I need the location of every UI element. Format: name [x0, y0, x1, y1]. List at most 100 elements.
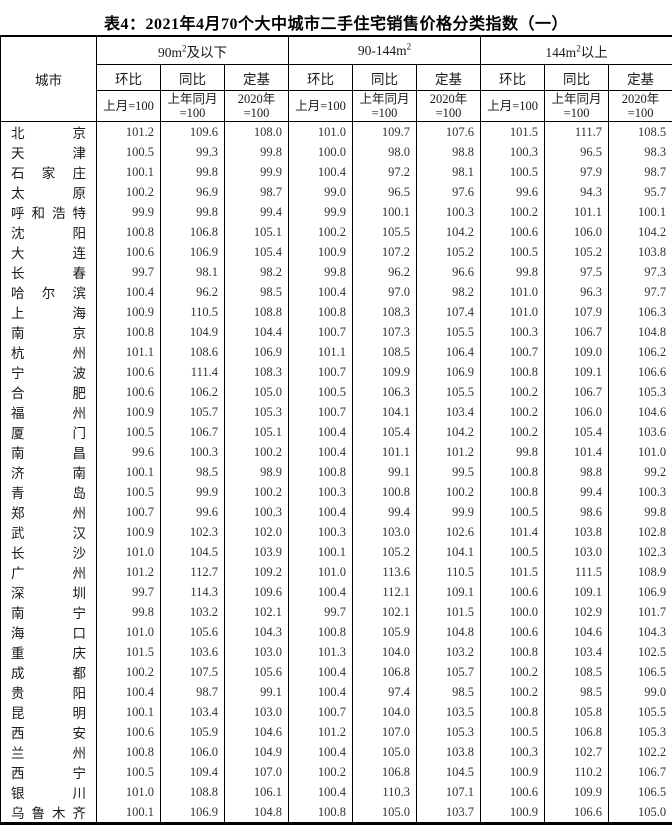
index-value: 105.2: [545, 242, 609, 262]
index-value: 103.4: [545, 642, 609, 662]
city-name: 宁波: [1, 362, 97, 382]
city-name: 银川: [1, 782, 97, 802]
index-value: 106.0: [161, 742, 225, 762]
group-label-text: 90m: [158, 45, 182, 60]
index-value: 97.9: [545, 162, 609, 182]
index-value: 101.1: [97, 342, 161, 362]
base-line: 上年同月: [161, 92, 224, 106]
city-name: 长沙: [1, 542, 97, 562]
index-value: 106.7: [545, 322, 609, 342]
base-header-2020: 2020年=100: [225, 91, 289, 122]
index-value: 108.5: [353, 342, 417, 362]
index-value: 99.8: [225, 142, 289, 162]
index-value: 101.0: [97, 622, 161, 642]
index-value: 100.7: [289, 362, 353, 382]
index-value: 104.5: [161, 542, 225, 562]
index-value: 99.6: [481, 182, 545, 202]
index-value: 99.3: [161, 142, 225, 162]
index-value: 106.6: [545, 802, 609, 824]
index-value: 98.5: [417, 682, 481, 702]
index-value: 105.5: [609, 702, 672, 722]
index-value: 107.3: [353, 322, 417, 342]
index-value: 103.8: [417, 742, 481, 762]
index-value: 104.6: [609, 402, 672, 422]
base-header-prev-month: 上月=100: [481, 91, 545, 122]
index-value: 109.1: [545, 582, 609, 602]
index-value: 100.2: [97, 662, 161, 682]
index-value: 96.3: [545, 282, 609, 302]
column-header-mom: 环比: [481, 65, 545, 91]
index-value: 106.8: [545, 722, 609, 742]
group-label-text: 144m: [545, 45, 576, 60]
index-value: 106.9: [161, 242, 225, 262]
base-header-prev-month: 上月=100: [289, 91, 353, 122]
index-value: 100.5: [97, 762, 161, 782]
index-value: 104.2: [417, 222, 481, 242]
column-header-fixed-base: 定基: [225, 65, 289, 91]
index-value: 99.1: [353, 462, 417, 482]
index-value: 101.4: [481, 522, 545, 542]
index-value: 100.4: [97, 282, 161, 302]
index-value: 100.2: [481, 682, 545, 702]
index-value: 100.7: [289, 402, 353, 422]
index-value: 100.3: [225, 502, 289, 522]
index-value: 100.9: [97, 302, 161, 322]
index-value: 100.5: [97, 142, 161, 162]
index-value: 113.6: [353, 562, 417, 582]
city-name: 乌鲁木齐: [1, 802, 97, 824]
index-value: 101.1: [289, 342, 353, 362]
index-value: 99.9: [225, 162, 289, 182]
index-value: 98.2: [225, 262, 289, 282]
index-value: 105.7: [161, 402, 225, 422]
index-value: 106.8: [353, 662, 417, 682]
index-value: 97.2: [353, 162, 417, 182]
index-value: 100.8: [481, 482, 545, 502]
index-value: 104.5: [417, 762, 481, 782]
index-value: 105.4: [225, 242, 289, 262]
index-value: 110.3: [353, 782, 417, 802]
index-value: 100.0: [289, 142, 353, 162]
index-value: 109.1: [417, 582, 481, 602]
index-value: 96.2: [161, 282, 225, 302]
base-line: 上月=100: [289, 99, 352, 113]
index-value: 101.0: [289, 562, 353, 582]
index-value: 100.5: [481, 502, 545, 522]
index-value: 99.9: [289, 202, 353, 222]
index-value: 103.0: [225, 702, 289, 722]
index-value: 98.9: [225, 462, 289, 482]
index-value: 106.5: [609, 662, 672, 682]
index-value: 109.1: [545, 362, 609, 382]
index-value: 99.8: [289, 262, 353, 282]
header-row-measures: 环比 同比 定基 环比 同比 定基 环比 同比 定基: [1, 65, 672, 91]
index-value: 100.3: [481, 322, 545, 342]
index-value: 100.7: [289, 322, 353, 342]
index-value: 104.0: [353, 702, 417, 722]
city-name: 呼和浩特: [1, 202, 97, 222]
index-value: 105.2: [353, 542, 417, 562]
index-value: 99.8: [481, 442, 545, 462]
index-value: 99.0: [609, 682, 672, 702]
index-value: 105.9: [353, 622, 417, 642]
index-value: 99.5: [417, 462, 481, 482]
index-value: 104.3: [225, 622, 289, 642]
index-value: 103.4: [417, 402, 481, 422]
index-value: 100.8: [97, 322, 161, 342]
index-value: 100.7: [289, 702, 353, 722]
index-value: 99.2: [609, 462, 672, 482]
index-value: 105.0: [225, 382, 289, 402]
index-value: 95.7: [609, 182, 672, 202]
index-value: 110.2: [545, 762, 609, 782]
index-value: 102.1: [225, 602, 289, 622]
index-value: 100.1: [609, 202, 672, 222]
index-value: 100.3: [161, 442, 225, 462]
index-value: 106.3: [609, 302, 672, 322]
index-value: 109.7: [353, 122, 417, 143]
index-value: 105.5: [353, 222, 417, 242]
column-header-yoy: 同比: [545, 65, 609, 91]
